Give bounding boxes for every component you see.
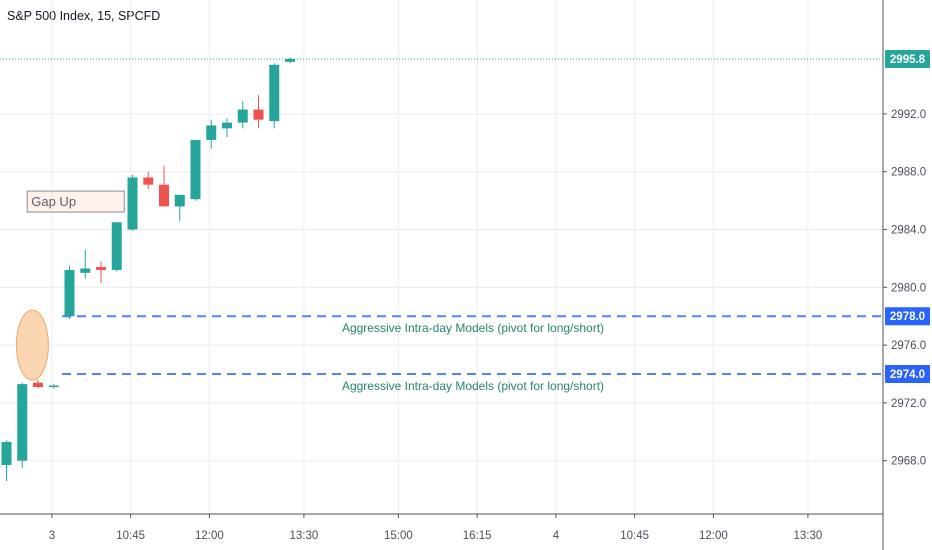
candle-body bbox=[1, 441, 12, 466]
candle-body bbox=[48, 385, 59, 388]
callout-box bbox=[26, 190, 125, 213]
chart-title: S&P 500 Index, 15, SPCFD bbox=[7, 9, 161, 23]
pivot-price-tag-label: 2978.0 bbox=[890, 311, 925, 323]
time-tick-label: 15:00 bbox=[384, 530, 413, 542]
candle-body bbox=[285, 59, 295, 62]
price-tick-label: 2972.0 bbox=[891, 398, 926, 410]
time-tick-label: 16:15 bbox=[463, 530, 492, 542]
candle-body bbox=[206, 125, 217, 140]
last-price-tag bbox=[885, 50, 930, 68]
candle-body bbox=[127, 177, 138, 230]
time-tick-label: 12:00 bbox=[699, 530, 728, 542]
pivot-level-label: Aggressive Intra-day Models (pivot for l… bbox=[342, 379, 604, 393]
candle-body bbox=[174, 194, 185, 207]
candle-body bbox=[80, 268, 91, 273]
gap-marker-ellipse bbox=[15, 309, 49, 381]
candle-body bbox=[190, 139, 201, 200]
price-tick-label: 2988.0 bbox=[891, 167, 926, 179]
candle-body bbox=[17, 384, 28, 461]
pivot-level-label: Aggressive Intra-day Models (pivot for l… bbox=[342, 321, 604, 335]
pivot-price-tag-label: 2974.0 bbox=[890, 369, 925, 381]
time-tick-label: 13:30 bbox=[794, 530, 823, 542]
price-tick-label: 2984.0 bbox=[891, 225, 926, 237]
time-tick-label: 12:00 bbox=[195, 530, 224, 542]
price-tick-label: 2992.0 bbox=[891, 109, 926, 121]
pivot-price-tag bbox=[885, 365, 930, 384]
time-tick-label: 10:45 bbox=[116, 530, 145, 542]
time-tick-label: 10:45 bbox=[620, 530, 649, 542]
candle-body bbox=[64, 269, 75, 317]
callout-label: Gap Up bbox=[31, 194, 76, 209]
candle-body bbox=[33, 382, 43, 388]
candle-body bbox=[143, 177, 154, 185]
candle-body bbox=[96, 267, 106, 270]
price-tick-label: 2976.0 bbox=[891, 340, 926, 352]
price-tick-label: 2968.0 bbox=[891, 456, 926, 468]
candle-body bbox=[111, 222, 122, 270]
candle-body bbox=[222, 122, 232, 129]
time-tick-label: 4 bbox=[553, 530, 560, 542]
price-tick-label: 2980.0 bbox=[891, 282, 926, 294]
candle-body bbox=[253, 109, 264, 120]
last-price-tag-label: 2995.8 bbox=[890, 54, 926, 66]
time-tick-label: 13:30 bbox=[290, 530, 319, 542]
pivot-price-tag bbox=[885, 307, 930, 326]
time-tick-label: 3 bbox=[49, 530, 55, 542]
candle-body bbox=[237, 109, 248, 123]
candle-body bbox=[159, 184, 169, 207]
candle-body bbox=[269, 64, 280, 122]
